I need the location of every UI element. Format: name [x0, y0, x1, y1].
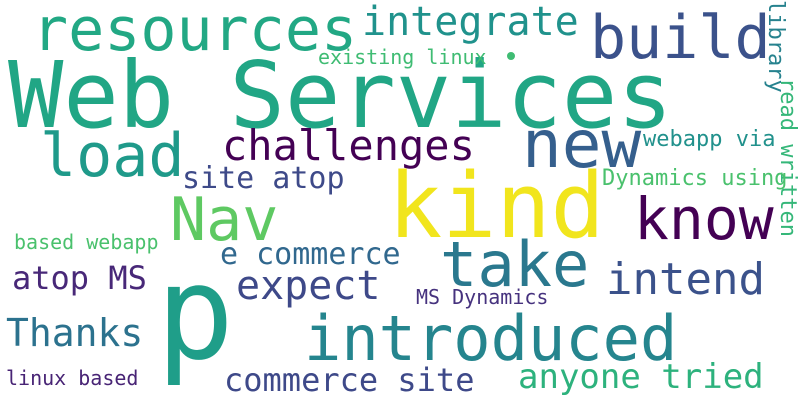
word-integrate: integrate	[362, 0, 579, 45]
word-dynamics-using: Dynamics using	[602, 166, 788, 191]
word-intend: intend	[606, 254, 765, 305]
word-nav: Nav	[170, 185, 279, 255]
word-commerce-site: commerce site	[224, 361, 475, 399]
word-webapp-via: webapp via	[643, 127, 776, 152]
word-e-commerce: e commerce	[220, 237, 401, 272]
word-existing-linux: existing linux	[318, 45, 487, 69]
word-expect: expect	[236, 263, 381, 309]
word-based-webapp: based webapp	[14, 230, 159, 254]
word-know: know	[634, 185, 774, 253]
decorative-dot	[507, 52, 515, 60]
word-thanks: Thanks	[6, 311, 144, 355]
word-site-atop: site atop	[182, 161, 345, 196]
word-new: new	[522, 106, 642, 183]
word-introduced: introduced	[304, 302, 678, 375]
word-ms-dynamics: MS Dynamics	[416, 285, 549, 309]
word-web-services: Web Services	[8, 42, 673, 149]
word-read-written: read written	[775, 78, 800, 237]
word-kind: kind	[388, 154, 605, 259]
word-take: take	[440, 228, 590, 301]
word-atop-ms: atop MS	[12, 259, 147, 297]
word-library: library	[763, 0, 788, 93]
word-load: load	[40, 121, 185, 191]
word-p: p	[156, 237, 235, 389]
word-challenges: challenges	[222, 121, 475, 170]
word-resources: resources	[32, 0, 358, 65]
word-build: build	[590, 3, 771, 73]
word-anyone-tried: anyone tried	[518, 357, 764, 397]
word-linux-based: linux based	[6, 366, 139, 390]
